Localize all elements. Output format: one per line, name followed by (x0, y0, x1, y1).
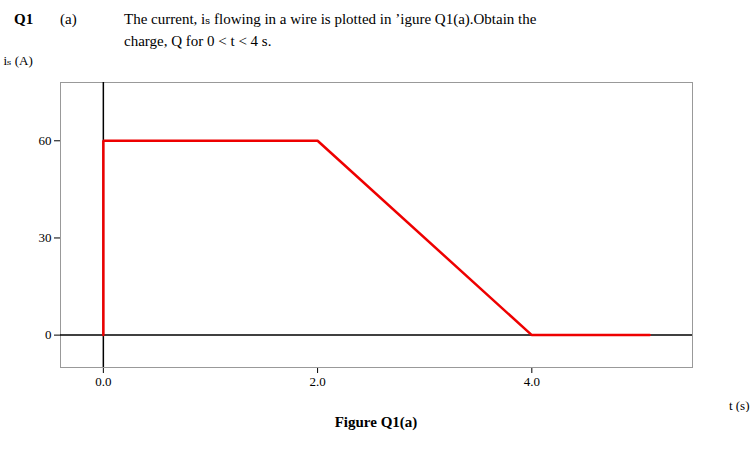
svg-text:2.0: 2.0 (309, 374, 325, 389)
svg-text:60: 60 (39, 133, 52, 148)
html-text:charge, Q for 0 < t < 4 s.: charge, Q for 0 < t < 4 s. (124, 33, 272, 49)
html-text:(a): (a) (60, 11, 77, 27)
svg-text:4.0: 4.0 (524, 374, 540, 389)
svg-text:iₛ (A): iₛ (A) (4, 53, 33, 68)
svg-text:t (s): t (s) (729, 398, 750, 413)
html-text:The current, iₛ flowing in a w: The current, iₛ flowing in a wire is plo… (124, 11, 537, 27)
svg-text:0.0: 0.0 (95, 374, 111, 389)
svg-text:0: 0 (45, 327, 52, 342)
html-text:Q1: Q1 (14, 11, 34, 27)
html-text:Figure Q1(a): Figure Q1(a) (334, 414, 418, 430)
svg-text:30: 30 (39, 230, 52, 245)
